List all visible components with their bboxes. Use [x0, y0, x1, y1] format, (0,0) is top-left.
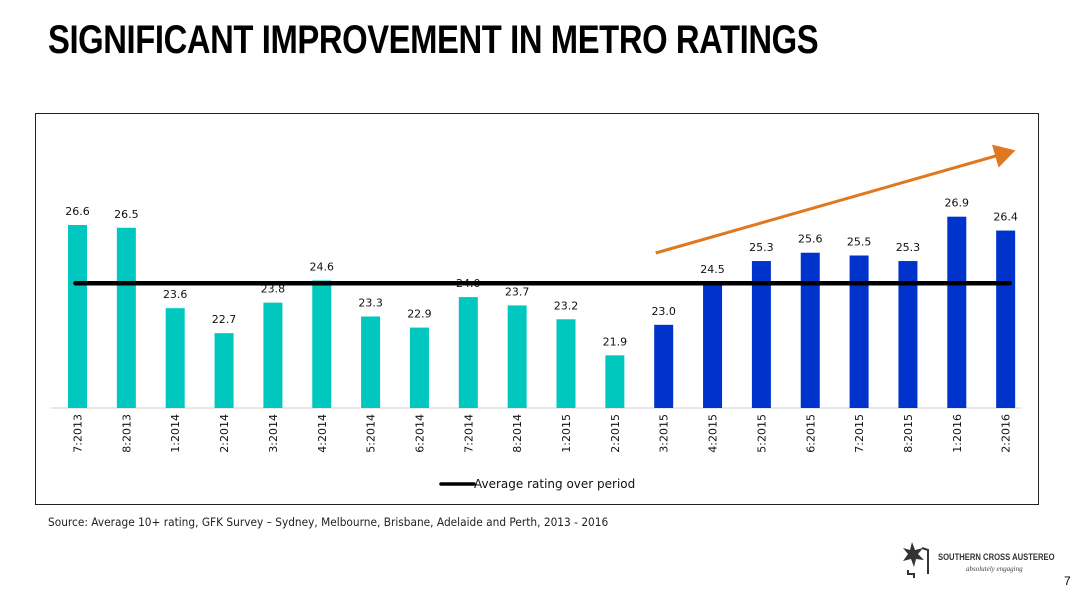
- data-label: 24.6: [310, 260, 335, 273]
- data-label: 25.6: [798, 233, 823, 246]
- bar-7:2013: [68, 225, 87, 408]
- bar-8:2015: [898, 261, 918, 408]
- bar-1:2014: [165, 308, 185, 408]
- x-tick-label: 4:2015: [707, 414, 720, 453]
- data-label: 23.8: [261, 283, 286, 296]
- x-tick-label: 2:2016: [1000, 414, 1013, 453]
- trend-arrow: [655, 144, 1016, 255]
- bar-5:2014: [361, 316, 381, 408]
- x-tick-label: 2:2014: [218, 414, 231, 453]
- data-label: 23.2: [554, 299, 579, 312]
- company-logo: SOUTHERN CROSS AUSTEREO absolutely engag…: [900, 540, 1070, 580]
- bar-4:2014: [312, 280, 332, 408]
- logo-text: SOUTHERN CROSS AUSTEREO: [938, 552, 1055, 562]
- bar-7:2014: [458, 297, 478, 408]
- bar-4:2015: [703, 283, 723, 408]
- bar-8:2013: [116, 227, 136, 408]
- page-number: 7: [1064, 574, 1071, 588]
- x-tick-label: 2:2015: [609, 414, 622, 453]
- data-label: 23.3: [358, 297, 383, 310]
- bar-8:2014: [507, 305, 527, 408]
- logo-tagline: absolutely engaging: [966, 565, 1023, 573]
- x-tick-label: 5:2015: [755, 414, 768, 453]
- data-label: 23.6: [163, 288, 188, 301]
- x-tick-label: 7:2013: [72, 414, 85, 453]
- data-label: 26.9: [945, 197, 970, 210]
- bar-2:2016: [996, 230, 1016, 408]
- x-tick-label: 3:2014: [267, 414, 280, 453]
- x-tick-label: 3:2015: [658, 414, 671, 453]
- x-tick-label: 7:2014: [462, 414, 475, 453]
- bar-6:2014: [409, 327, 429, 408]
- x-tick-label: 8:2013: [120, 414, 133, 453]
- data-label: 22.9: [407, 308, 432, 321]
- x-tick-label: 8:2015: [902, 414, 915, 453]
- data-label: 23.0: [651, 305, 676, 318]
- data-label: 26.5: [114, 208, 139, 221]
- x-tick-label: 5:2014: [365, 414, 378, 453]
- data-label: 26.4: [993, 211, 1018, 224]
- bar-2:2014: [214, 333, 234, 408]
- x-tick-label: 7:2015: [853, 414, 866, 453]
- legend-label: Average rating over period: [474, 477, 635, 491]
- chart-frame: 26.6 7:2013 26.5 8:2013 23.6 1:2014 22.7 2:2014…: [35, 113, 1039, 505]
- bar-3:2015: [654, 324, 674, 408]
- data-label: 22.7: [212, 313, 237, 326]
- x-tick-label: 6:2014: [413, 414, 426, 453]
- bar-3:2014: [263, 302, 283, 408]
- source-note: Source: Average 10+ rating, GFK Survey –…: [48, 515, 609, 529]
- x-tick-label: 1:2015: [560, 414, 573, 453]
- data-label: 24.5: [700, 263, 725, 276]
- x-tick-label: 6:2015: [804, 414, 817, 453]
- logo-star-icon: [903, 542, 929, 578]
- x-tick-label: 1:2014: [169, 414, 182, 453]
- data-label: 25.3: [749, 241, 774, 254]
- bar-5:2015: [751, 261, 771, 408]
- data-label: 25.3: [896, 241, 921, 254]
- bar-chart: 26.6 7:2013 26.5 8:2013 23.6 1:2014 22.7 2:2014…: [51, 144, 1021, 491]
- x-tick-label: 8:2014: [511, 414, 524, 453]
- bar-1:2015: [556, 319, 576, 408]
- bar-1:2016: [947, 216, 967, 408]
- x-tick-label: 1:2016: [951, 414, 964, 453]
- data-label: 21.9: [603, 335, 628, 348]
- x-tick-label: 4:2014: [316, 414, 329, 453]
- bar-7:2015: [849, 255, 869, 408]
- data-label: 25.5: [847, 236, 872, 249]
- data-label: 23.7: [505, 285, 530, 298]
- bar-2:2015: [605, 355, 625, 408]
- slide-title: SIGNIFICANT IMPROVEMENT IN METRO RATINGS: [48, 18, 819, 62]
- data-label: 26.6: [65, 205, 90, 218]
- bar-6:2015: [800, 252, 820, 408]
